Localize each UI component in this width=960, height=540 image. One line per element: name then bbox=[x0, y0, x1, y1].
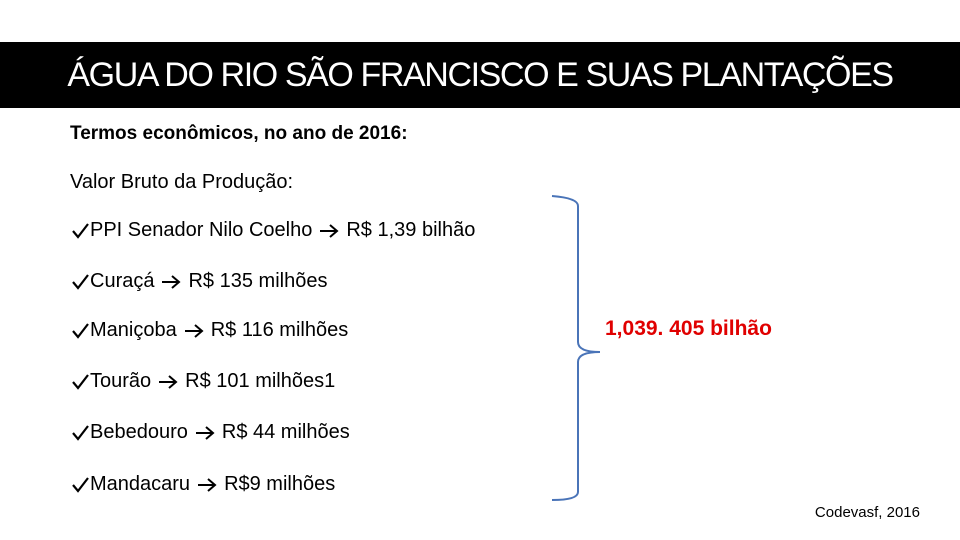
item-name: Mandacaru bbox=[90, 473, 191, 495]
arrow-shape bbox=[162, 274, 182, 289]
checkmark bbox=[72, 222, 89, 239]
total: 1,039. 405 bilhão bbox=[605, 317, 772, 340]
item-name: Bebedouro bbox=[90, 421, 188, 443]
arrow bbox=[320, 223, 339, 238]
arrow bbox=[162, 274, 182, 289]
item: Mandacaru R$9 milhões bbox=[70, 473, 335, 496]
checkmark-shape bbox=[72, 373, 89, 390]
title: ÁGUA DO RIO SÃO FRANCISCO E SUAS PLANTAÇ… bbox=[67, 56, 894, 94]
item: Tourão R$ 101 milhões1 bbox=[70, 370, 335, 393]
arrow bbox=[159, 374, 178, 389]
checkmark-shape bbox=[72, 222, 89, 239]
item-value: R$9 milhões bbox=[224, 473, 336, 495]
arrow-shape bbox=[198, 477, 217, 492]
checkmark-shape bbox=[72, 273, 89, 290]
arrow-shape bbox=[159, 374, 178, 389]
item-value: R$ 101 milhões1 bbox=[185, 370, 336, 392]
item: Maniçoba R$ 116 milhões bbox=[70, 319, 348, 342]
item-value: R$ 116 milhões bbox=[210, 319, 349, 341]
brace-line bbox=[551, 195, 601, 501]
arrow bbox=[198, 477, 217, 492]
item-value: R$ 1,39 bilhão bbox=[346, 219, 476, 241]
item: Curaçá R$ 135 milhões bbox=[70, 270, 327, 293]
arrow-shape bbox=[195, 425, 215, 440]
checkmark bbox=[72, 322, 89, 339]
checkmark-shape bbox=[72, 476, 89, 493]
checkmark bbox=[72, 476, 89, 493]
label: Valor Bruto da Produção: bbox=[70, 171, 294, 193]
item-value: R$ 44 milhões bbox=[221, 421, 350, 443]
checkmark-shape bbox=[72, 322, 89, 339]
arrow bbox=[184, 323, 204, 338]
checkmark bbox=[72, 373, 89, 390]
checkmark bbox=[72, 273, 89, 290]
item: Bebedouro R$ 44 milhões bbox=[70, 421, 350, 444]
arrow bbox=[195, 425, 215, 440]
title-bar: ÁGUA DO RIO SÃO FRANCISCO E SUAS PLANTAÇ… bbox=[0, 42, 960, 108]
item-name: PPI Senador Nilo Coelho bbox=[90, 219, 313, 241]
arrow-shape bbox=[184, 323, 204, 338]
item-name: Tourão bbox=[90, 370, 152, 392]
item-value: R$ 135 milhões bbox=[188, 270, 328, 292]
item: PPI Senador Nilo Coelho R$ 1,39 bilhão bbox=[70, 219, 475, 242]
arrow-shape bbox=[320, 223, 339, 238]
item-name: Curaçá bbox=[90, 270, 155, 292]
subtitle: Termos econômicos, no ano de 2016: bbox=[70, 123, 408, 144]
source: Codevasf, 2016 bbox=[814, 504, 920, 521]
checkmark-shape bbox=[72, 424, 89, 441]
item-name: Maniçoba bbox=[90, 319, 177, 341]
checkmark bbox=[72, 424, 89, 441]
